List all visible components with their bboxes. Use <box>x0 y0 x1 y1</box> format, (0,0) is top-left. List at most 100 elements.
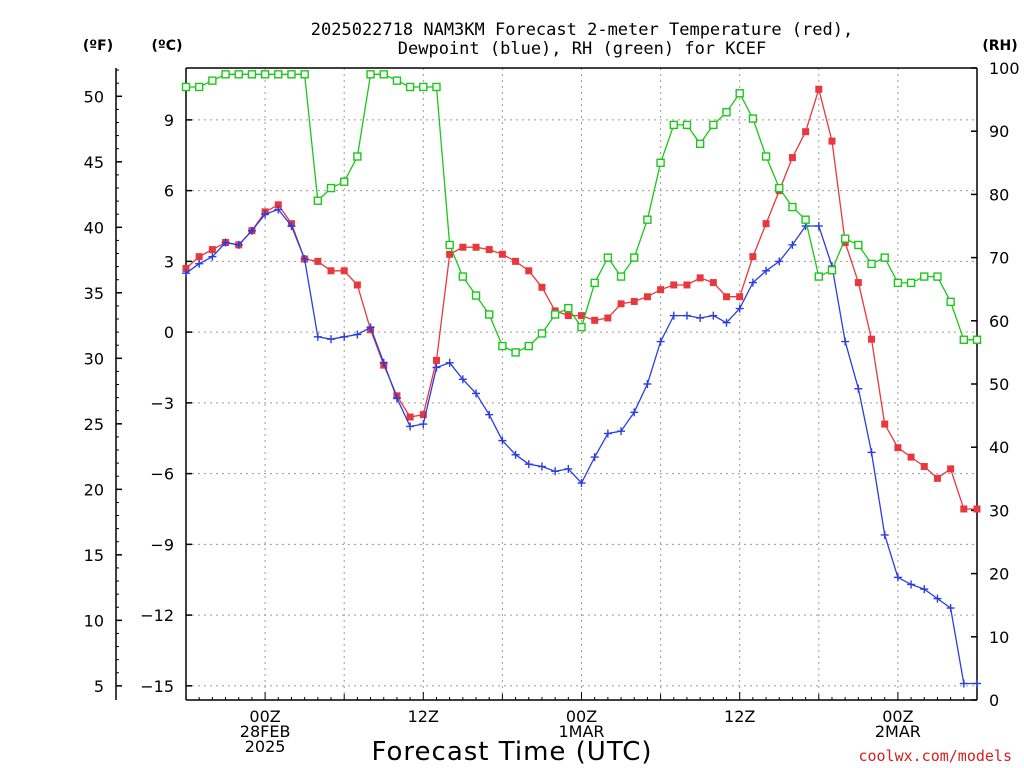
data-point <box>828 137 836 145</box>
data-point <box>405 82 415 92</box>
data-point <box>643 380 652 388</box>
celsius-axis-unit-label: (ºC) <box>152 38 183 54</box>
data-point <box>775 183 784 193</box>
fahrenheit-axis-unit-label: (ºF) <box>83 38 113 54</box>
data-point <box>775 257 784 266</box>
fahrenheit-tick-label: 40 <box>84 218 104 237</box>
data-point <box>260 70 270 79</box>
data-point <box>234 70 243 79</box>
data-point <box>881 420 889 428</box>
data-point <box>221 70 230 79</box>
data-point <box>682 120 692 130</box>
rh-tick-label: 40 <box>989 438 1009 457</box>
data-point <box>827 266 837 275</box>
data-point <box>735 89 744 98</box>
data-point <box>472 389 481 398</box>
x-tick-label: 12Z <box>408 707 439 726</box>
data-point <box>591 316 599 324</box>
data-point <box>327 267 335 275</box>
data-point <box>406 413 414 421</box>
data-point <box>472 243 480 251</box>
data-point <box>379 70 388 79</box>
data-point <box>603 253 613 262</box>
data-point <box>880 530 889 539</box>
fahrenheit-tick-label: 35 <box>84 284 104 303</box>
data-point <box>247 70 257 79</box>
data-point <box>221 238 230 247</box>
data-point <box>669 120 678 130</box>
data-point <box>920 272 929 281</box>
data-point <box>419 411 427 419</box>
data-point <box>867 448 876 457</box>
fahrenheit-axis: 50 45 40 35 30 25 20 15 10 5 <box>84 68 122 700</box>
fahrenheit-tick-label: 50 <box>84 87 104 106</box>
data-point <box>960 505 968 513</box>
data-point <box>669 311 678 320</box>
data-point <box>880 253 889 262</box>
data-point <box>340 267 348 275</box>
data-point <box>550 310 560 319</box>
rh-tick-label: 100 <box>989 59 1020 78</box>
data-point <box>722 108 731 117</box>
data-point <box>445 358 454 367</box>
x-tick-label: 00Z <box>249 707 280 726</box>
data-point <box>537 462 546 471</box>
data-point <box>340 332 349 341</box>
data-point <box>867 259 876 269</box>
data-point <box>181 82 191 92</box>
data-point <box>709 279 717 287</box>
data-point <box>458 375 467 384</box>
x-tick-label: 00Z <box>566 707 597 726</box>
data-point <box>840 234 850 243</box>
data-point <box>722 318 731 327</box>
data-point <box>182 269 190 278</box>
x-tick-label: 2025 <box>245 737 286 756</box>
data-point <box>379 358 388 367</box>
data-point <box>537 329 547 338</box>
data-point <box>748 278 757 287</box>
data-point <box>287 70 296 79</box>
data-point <box>748 114 758 123</box>
data-point <box>432 363 441 372</box>
celsius-tick-label: 3 <box>164 252 174 271</box>
data-point <box>274 205 283 214</box>
x-tick-label: 2MAR <box>875 722 921 741</box>
chart-title-line-1: 2025022718 NAM3KM Forecast 2-meter Tempe… <box>311 20 853 40</box>
data-point <box>458 272 468 281</box>
data-point <box>314 257 322 265</box>
data-point <box>801 215 810 224</box>
data-point <box>933 272 942 281</box>
data-point <box>247 226 256 235</box>
data-point <box>603 429 612 438</box>
data-point <box>854 240 863 250</box>
data-point <box>353 281 361 289</box>
grid-lines <box>186 68 977 700</box>
data-point <box>512 257 520 265</box>
data-point <box>630 253 639 262</box>
x-tick-label: 12Z <box>724 707 755 726</box>
data-point <box>577 479 586 488</box>
data-point <box>656 158 665 168</box>
data-point <box>471 291 481 300</box>
data-point <box>696 313 705 322</box>
data-point <box>735 304 744 313</box>
data-point <box>788 202 797 212</box>
data-point <box>946 297 955 307</box>
data-point <box>749 253 757 261</box>
data-point <box>762 220 770 228</box>
x-tick-label: 1MAR <box>558 722 604 741</box>
data-point <box>182 264 190 272</box>
celsius-tick-label: −15 <box>140 677 174 696</box>
data-point <box>392 76 402 85</box>
data-point <box>841 337 850 346</box>
data-point <box>524 341 533 351</box>
data-point <box>590 453 599 462</box>
data-point <box>683 281 691 289</box>
data-point <box>498 250 506 258</box>
data-point <box>736 293 744 301</box>
celsius-tick-label: −6 <box>150 465 174 484</box>
celsius-tick-label: −3 <box>150 394 174 413</box>
